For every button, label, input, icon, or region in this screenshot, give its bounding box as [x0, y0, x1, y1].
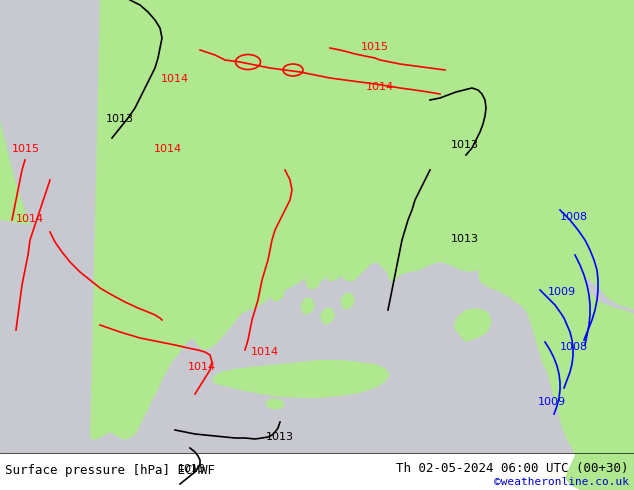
Text: 1009: 1009: [538, 397, 566, 407]
Polygon shape: [270, 285, 285, 302]
Polygon shape: [320, 308, 335, 325]
Text: 1014: 1014: [16, 214, 44, 224]
Polygon shape: [388, 222, 415, 245]
Text: 1013: 1013: [266, 432, 294, 442]
Text: 1014: 1014: [188, 362, 216, 372]
Polygon shape: [285, 258, 303, 275]
Text: 1008: 1008: [560, 212, 588, 222]
Text: 1013: 1013: [106, 114, 134, 124]
Text: 1013: 1013: [451, 234, 479, 244]
Polygon shape: [212, 360, 390, 398]
Polygon shape: [305, 273, 322, 290]
Text: ©weatheronline.co.uk: ©weatheronline.co.uk: [494, 477, 629, 487]
Text: Surface pressure [hPa] ECMWF: Surface pressure [hPa] ECMWF: [5, 464, 215, 476]
Polygon shape: [454, 308, 492, 342]
Text: 1009: 1009: [548, 287, 576, 297]
Text: 1015: 1015: [361, 42, 389, 52]
Polygon shape: [192, 222, 288, 350]
Text: 1014: 1014: [251, 347, 279, 357]
Polygon shape: [340, 293, 355, 310]
Polygon shape: [298, 80, 360, 178]
Polygon shape: [265, 398, 285, 410]
Polygon shape: [90, 0, 634, 440]
Text: 1014: 1014: [366, 82, 394, 92]
Polygon shape: [366, 192, 390, 220]
Text: 1013: 1013: [178, 464, 206, 474]
Bar: [0, 453, 634, 490]
Polygon shape: [148, 120, 160, 142]
Text: Th 02-05-2024 06:00 UTC (00+30): Th 02-05-2024 06:00 UTC (00+30): [396, 462, 629, 474]
Polygon shape: [478, 0, 634, 490]
Text: 1008: 1008: [560, 342, 588, 352]
Polygon shape: [325, 265, 342, 282]
Polygon shape: [300, 298, 315, 315]
Polygon shape: [358, 110, 400, 150]
Text: 1014: 1014: [154, 144, 182, 154]
Text: 1013: 1013: [451, 140, 479, 150]
Polygon shape: [0, 0, 30, 225]
Text: 1014: 1014: [161, 74, 189, 84]
Text: 1015: 1015: [12, 144, 40, 154]
